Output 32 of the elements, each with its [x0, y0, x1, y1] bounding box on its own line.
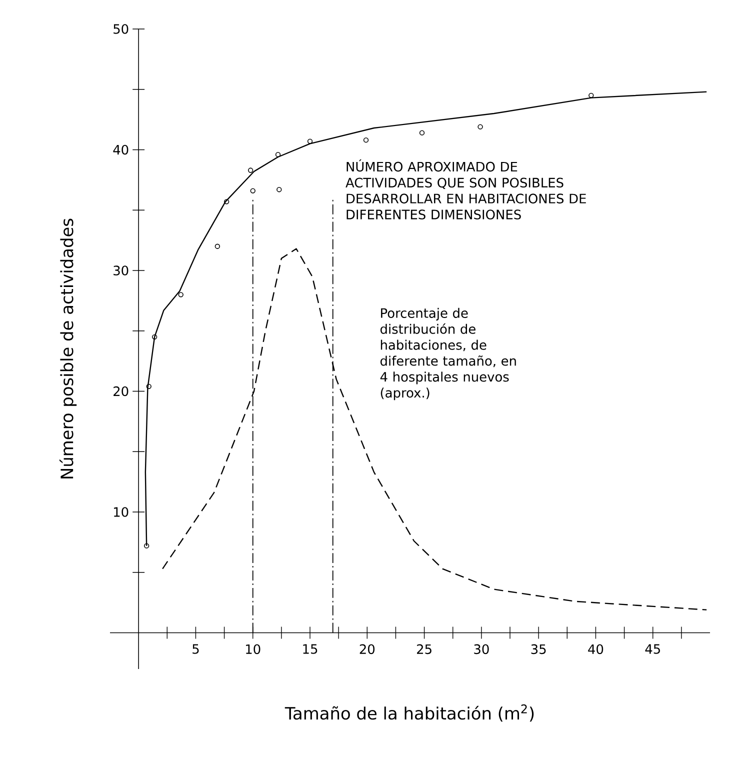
y-tick-label: 30	[114, 266, 128, 276]
point	[178, 292, 184, 298]
point	[224, 199, 230, 204]
y-axis-title: Número posible de actividades	[60, 218, 77, 478]
annotation: Porcentaje de distribución de habitaciones, de diferente tamaño, en 4 hospitales nuevos (aprox.)	[380, 308, 516, 400]
point	[248, 168, 254, 173]
annotation: NÚMERO APROXIMADO DE ACTIVIDADES QUE SON POSIBLES DESARROLLAR EN HABITACIONES DE DIFERENTES DIMENSIONES	[346, 159, 586, 220]
y-tick-label: 40	[113, 144, 128, 155]
x-tick-label: 10	[246, 644, 260, 654]
y-tick-label: 50	[114, 24, 128, 34]
point	[214, 244, 220, 249]
point	[146, 384, 152, 390]
y-tick-label: 20	[114, 386, 128, 396]
point	[250, 188, 256, 194]
point	[363, 138, 369, 143]
y-tick-label: 10	[114, 507, 128, 517]
x-tick-label: 30	[474, 644, 489, 654]
point	[275, 152, 281, 158]
x-axis-title: Tamaño de la habitación (m$^{2}$)	[284, 704, 534, 722]
point	[152, 334, 158, 340]
point	[276, 187, 282, 192]
x-tick-label: 25	[417, 644, 432, 654]
x-tick-label: 20	[360, 644, 375, 654]
x-tick-label: 15	[303, 644, 318, 654]
x-tick-label: 5	[192, 644, 199, 654]
point	[478, 124, 483, 130]
point	[419, 130, 425, 136]
x-tick-label: 45	[645, 644, 660, 654]
x-tick-label: 40	[588, 644, 604, 654]
point	[588, 92, 594, 98]
point	[307, 138, 313, 144]
x-tick-label: 35	[531, 644, 546, 654]
